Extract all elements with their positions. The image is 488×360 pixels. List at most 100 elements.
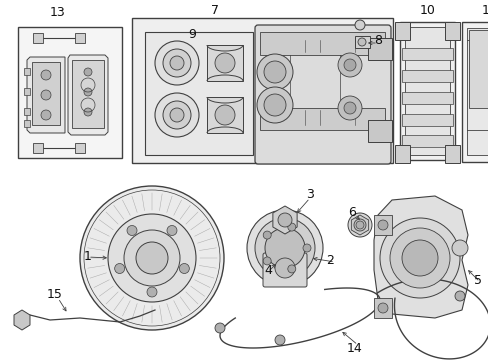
Circle shape — [155, 41, 199, 85]
Text: 10: 10 — [419, 4, 435, 17]
Text: 5: 5 — [473, 274, 481, 287]
Polygon shape — [68, 55, 108, 135]
Polygon shape — [27, 57, 65, 133]
Circle shape — [84, 108, 92, 116]
Bar — [466, 28, 488, 155]
Circle shape — [354, 20, 364, 30]
Bar — [444, 145, 459, 163]
Circle shape — [84, 68, 92, 76]
Circle shape — [274, 258, 294, 278]
Circle shape — [80, 186, 224, 330]
Text: 3: 3 — [305, 189, 313, 202]
Circle shape — [246, 210, 323, 286]
Polygon shape — [373, 196, 467, 318]
Circle shape — [41, 90, 51, 100]
Bar — [401, 92, 452, 104]
Bar — [401, 48, 452, 60]
Polygon shape — [32, 62, 60, 125]
Circle shape — [257, 54, 292, 90]
Circle shape — [343, 102, 355, 114]
Bar — [145, 32, 252, 155]
Text: 13: 13 — [50, 5, 66, 18]
Circle shape — [353, 219, 365, 231]
Bar — [24, 108, 30, 115]
Circle shape — [41, 110, 51, 120]
Circle shape — [263, 257, 271, 265]
Circle shape — [170, 56, 183, 70]
Bar — [401, 114, 452, 126]
Bar — [373, 215, 391, 235]
Circle shape — [264, 61, 285, 83]
Circle shape — [163, 101, 191, 129]
Text: 7: 7 — [210, 4, 219, 17]
Circle shape — [274, 335, 285, 345]
Bar — [206, 45, 243, 81]
Circle shape — [337, 96, 361, 120]
Circle shape — [454, 291, 464, 301]
Circle shape — [451, 240, 467, 256]
Circle shape — [84, 88, 92, 96]
Circle shape — [355, 221, 363, 229]
Bar — [461, 22, 488, 162]
Circle shape — [166, 225, 177, 235]
Bar — [354, 36, 369, 48]
Bar — [24, 88, 30, 95]
Bar — [24, 68, 30, 75]
Circle shape — [215, 323, 224, 333]
Circle shape — [377, 220, 387, 230]
Text: 9: 9 — [188, 27, 196, 40]
Bar — [367, 120, 391, 142]
FancyBboxPatch shape — [263, 253, 306, 287]
Circle shape — [264, 94, 285, 116]
Bar — [404, 27, 449, 155]
Text: 11: 11 — [481, 4, 488, 17]
Bar — [399, 22, 454, 160]
Polygon shape — [72, 60, 104, 128]
Circle shape — [179, 264, 189, 274]
Circle shape — [163, 49, 191, 77]
Bar — [468, 30, 488, 108]
Circle shape — [136, 242, 168, 274]
Text: 1: 1 — [84, 251, 92, 264]
Circle shape — [287, 223, 295, 231]
Bar — [18, 27, 122, 158]
Bar — [444, 22, 459, 40]
Circle shape — [303, 244, 310, 252]
Bar — [33, 143, 43, 153]
Bar — [260, 108, 384, 130]
Circle shape — [377, 303, 387, 313]
Circle shape — [347, 213, 371, 237]
Circle shape — [254, 218, 314, 278]
Circle shape — [127, 225, 137, 235]
Bar — [401, 135, 452, 147]
Circle shape — [337, 53, 361, 77]
Circle shape — [215, 105, 235, 125]
Circle shape — [155, 93, 199, 137]
Bar — [132, 18, 392, 163]
Circle shape — [343, 59, 355, 71]
Bar — [33, 33, 43, 43]
Circle shape — [170, 108, 183, 122]
Circle shape — [147, 287, 157, 297]
Circle shape — [264, 228, 305, 268]
Circle shape — [287, 265, 295, 273]
Circle shape — [114, 264, 124, 274]
Circle shape — [389, 228, 449, 288]
Text: 4: 4 — [264, 264, 271, 276]
Text: 15: 15 — [47, 288, 63, 302]
Text: 8: 8 — [373, 33, 381, 46]
Circle shape — [257, 87, 292, 123]
Bar — [24, 120, 30, 127]
Text: 14: 14 — [346, 342, 362, 355]
Circle shape — [124, 230, 180, 286]
Circle shape — [379, 218, 459, 298]
Circle shape — [215, 53, 235, 73]
Text: 6: 6 — [347, 206, 355, 219]
Bar — [75, 33, 85, 43]
Circle shape — [401, 240, 437, 276]
Circle shape — [108, 214, 196, 302]
FancyBboxPatch shape — [254, 25, 390, 164]
Bar — [394, 145, 409, 163]
Circle shape — [278, 213, 291, 227]
Circle shape — [263, 231, 271, 239]
